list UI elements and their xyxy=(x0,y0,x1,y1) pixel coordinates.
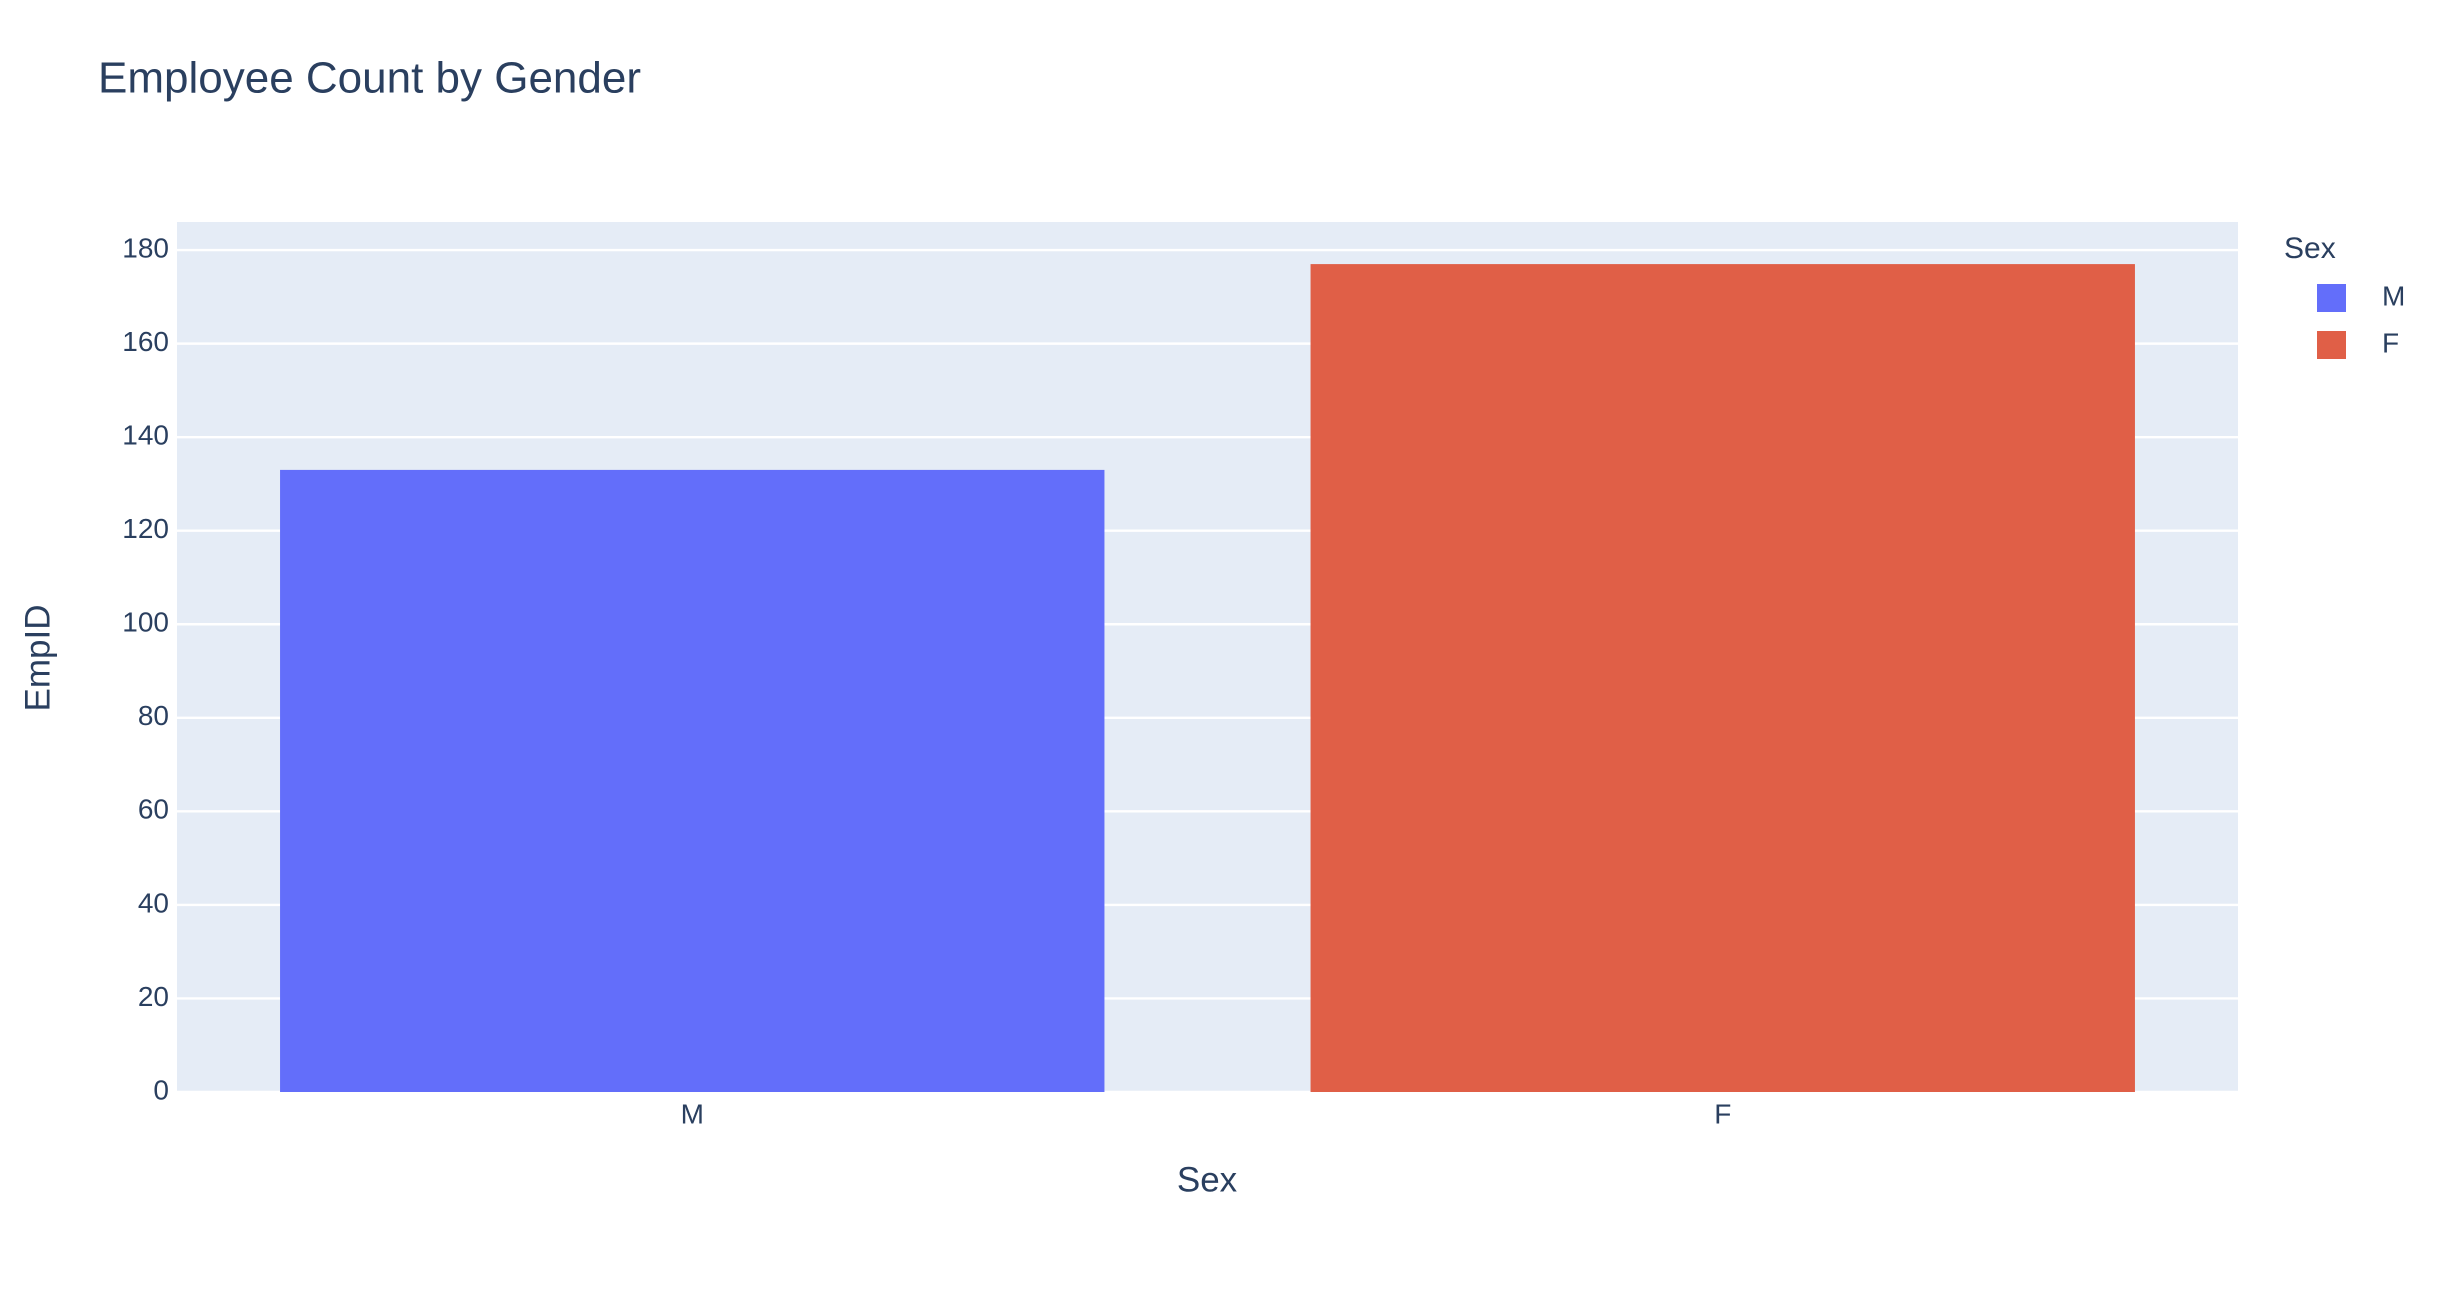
legend-swatch xyxy=(2317,284,2346,312)
y-axis-title: EmpID xyxy=(18,605,57,712)
bar xyxy=(280,469,1105,1093)
y-tick-label: 180 xyxy=(122,232,169,263)
x-axis-title: Sex xyxy=(1177,1160,1238,1199)
y-tick-label: 120 xyxy=(122,513,169,544)
legend-swatch xyxy=(2317,331,2346,359)
y-tick-label: 20 xyxy=(138,981,169,1012)
y-tick-label: 80 xyxy=(138,700,169,731)
legend-label: M xyxy=(2382,280,2405,311)
y-tick-label: 100 xyxy=(122,607,169,638)
legend-label: F xyxy=(2382,327,2399,358)
x-tick-label: M xyxy=(681,1098,704,1129)
bar xyxy=(1310,264,2135,1092)
y-tick-label: 40 xyxy=(138,887,169,918)
x-tick-label: F xyxy=(1714,1098,1731,1129)
legend-title: Sex xyxy=(2284,232,2336,265)
chart-title: Employee Count by Gender xyxy=(98,54,641,103)
y-tick-label: 0 xyxy=(153,1074,169,1105)
y-tick-label: 140 xyxy=(122,420,169,451)
y-tick-label: 160 xyxy=(122,326,169,357)
y-tick-label: 60 xyxy=(138,794,169,825)
